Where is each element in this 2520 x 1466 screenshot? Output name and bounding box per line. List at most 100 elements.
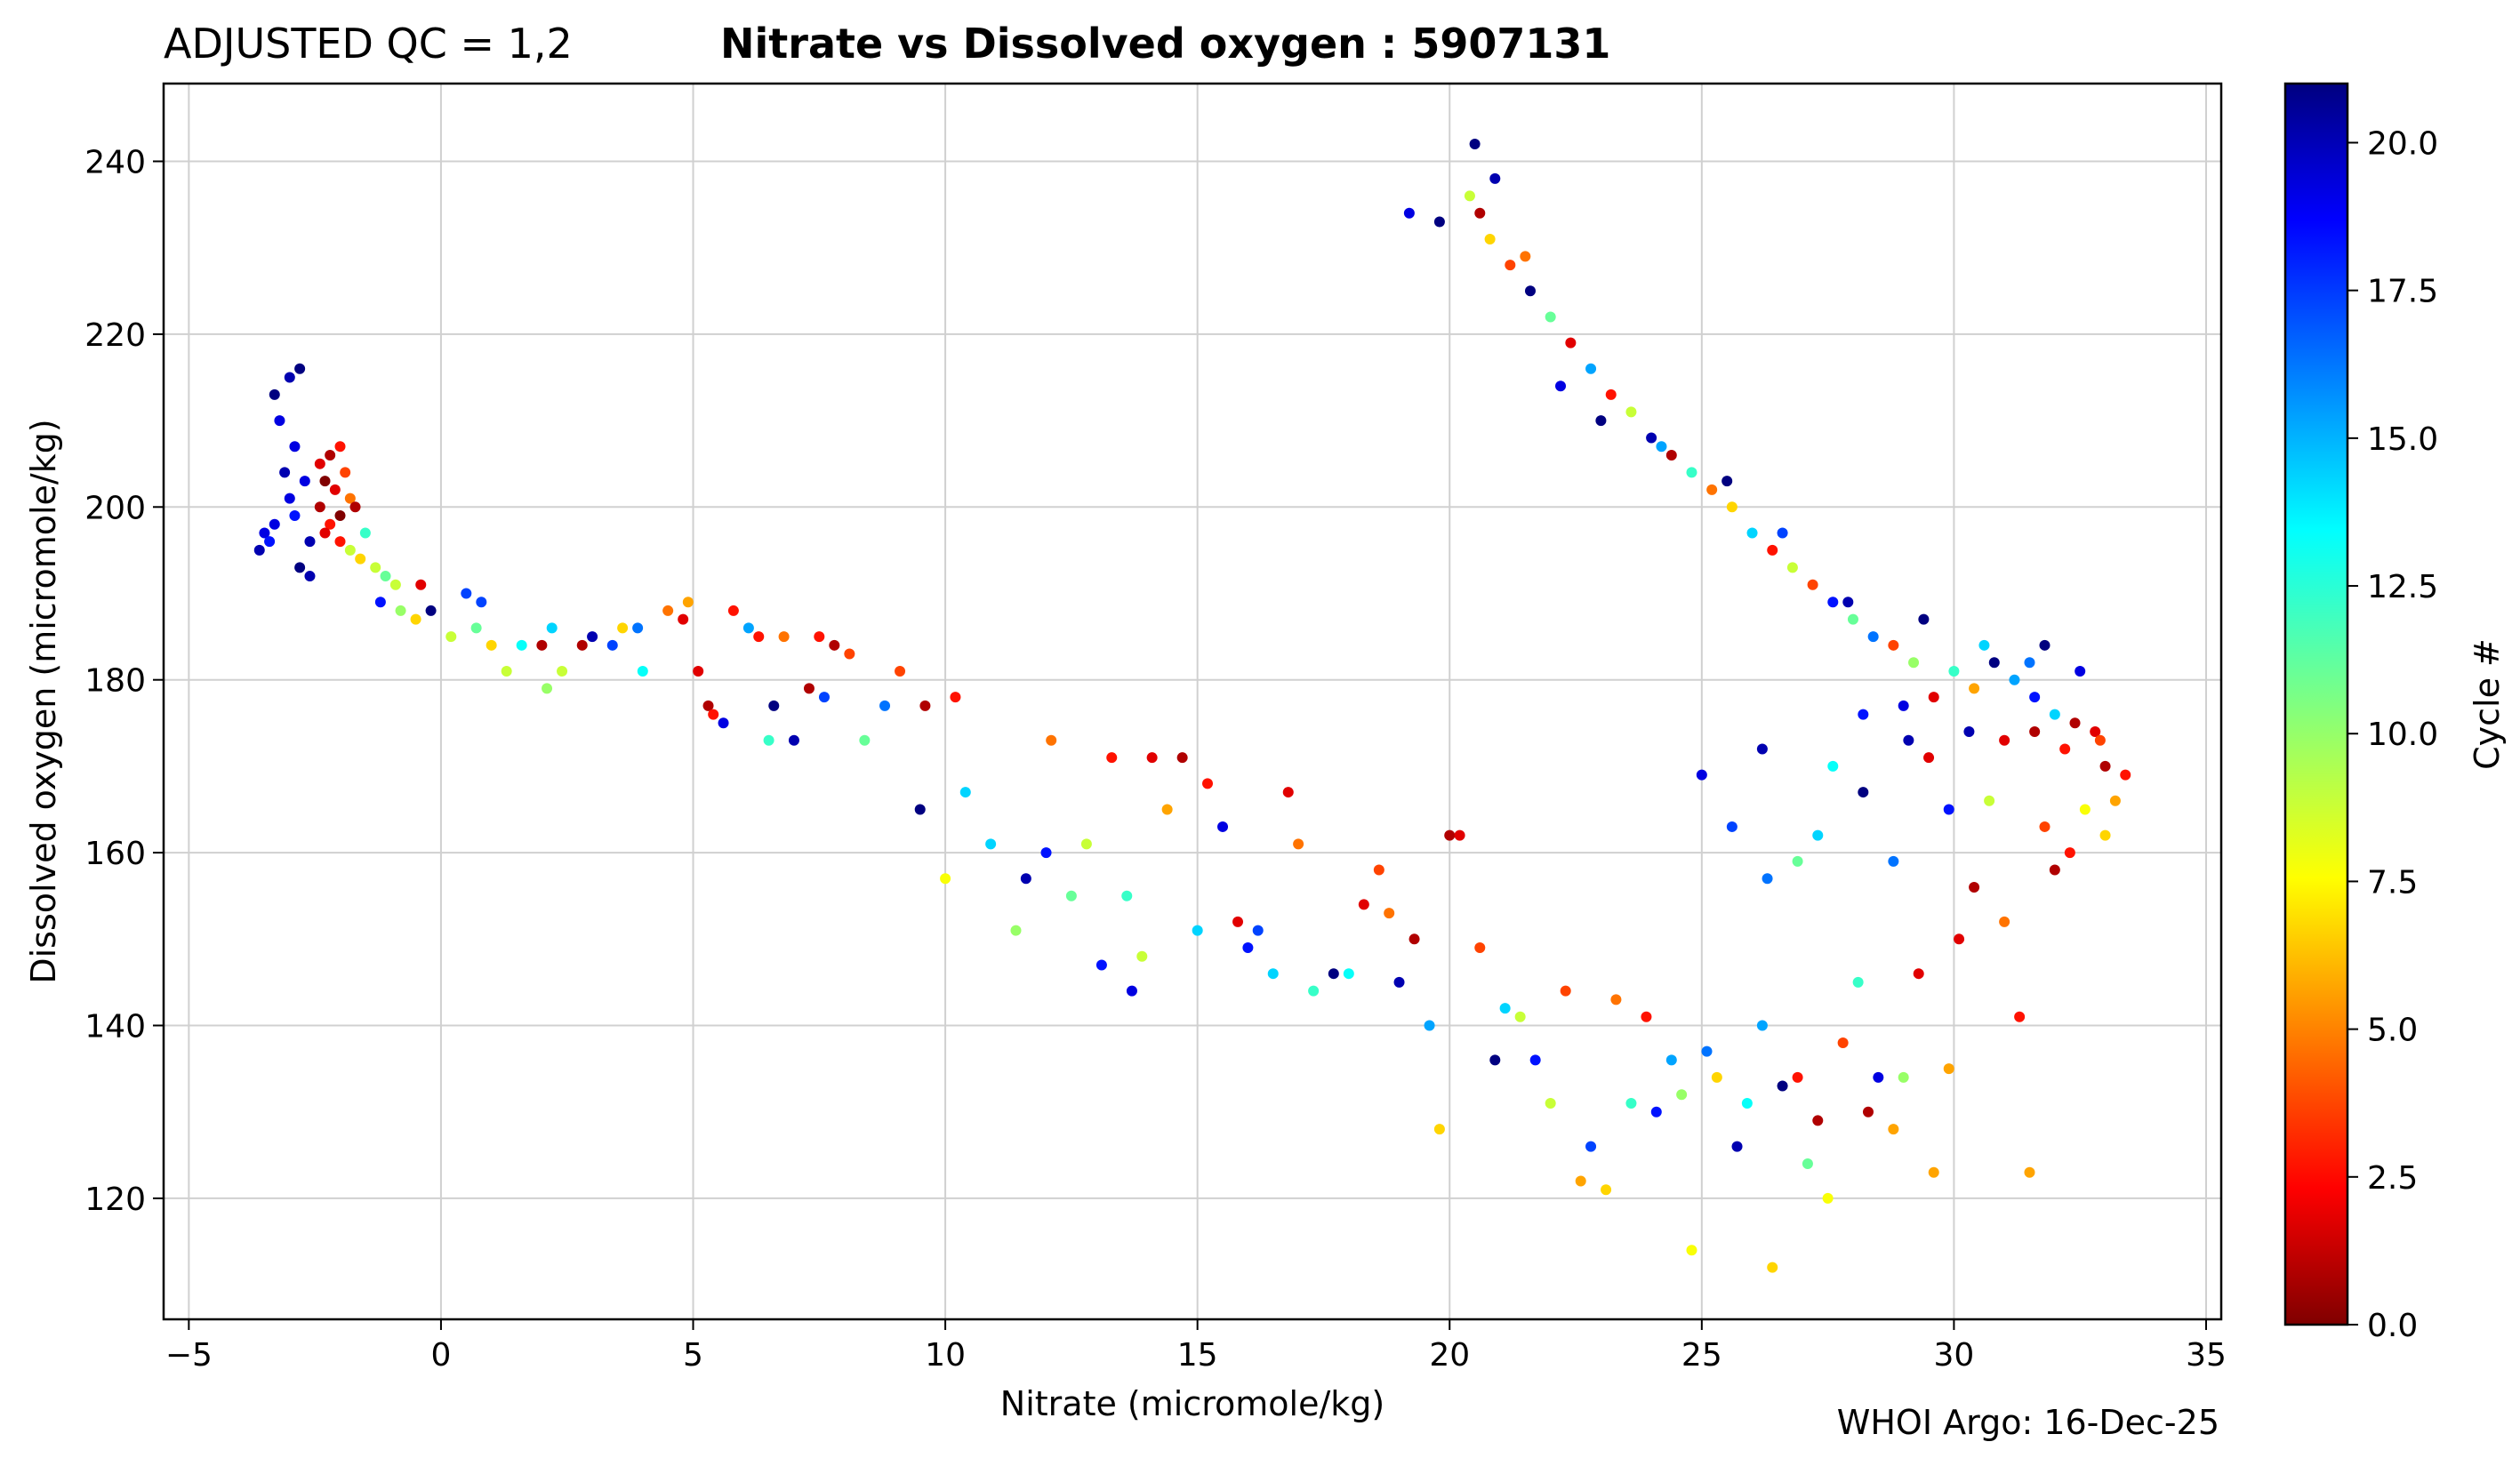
data-point	[2014, 1011, 2026, 1022]
y-tick-label: 240	[84, 144, 146, 180]
colorbar-tick-label: 5.0	[2367, 1013, 2418, 1049]
data-point	[803, 683, 815, 694]
data-point	[940, 873, 951, 885]
data-point	[950, 692, 961, 703]
data-point	[1433, 216, 1445, 228]
data-point	[1767, 544, 1778, 556]
data-point	[1505, 260, 1516, 271]
colorbar-tick-label: 0.0	[2367, 1308, 2418, 1344]
colorbar-tick-label: 20.0	[2367, 125, 2438, 162]
data-point	[1384, 908, 1395, 919]
data-point	[1807, 579, 1818, 590]
data-point	[2009, 674, 2020, 685]
data-point	[557, 665, 568, 677]
data-point	[2049, 864, 2060, 876]
data-point	[334, 510, 346, 522]
data-point	[319, 527, 331, 539]
data-point	[1928, 692, 1939, 703]
data-point	[2079, 804, 2091, 815]
y-tick-label: 220	[84, 317, 146, 354]
colorbar-tick-label: 7.5	[2367, 864, 2418, 901]
data-point	[1676, 1089, 1688, 1101]
data-point	[2029, 692, 2041, 703]
data-point	[1040, 847, 1052, 859]
data-point	[546, 622, 558, 634]
data-point	[325, 449, 336, 461]
data-point	[516, 639, 527, 651]
data-point	[344, 544, 356, 556]
data-point	[259, 527, 270, 539]
data-point	[319, 476, 331, 487]
data-point	[304, 571, 316, 582]
data-point	[576, 639, 588, 651]
data-point	[1999, 916, 2010, 927]
data-point	[1610, 994, 1622, 1005]
data-point	[1948, 665, 1960, 677]
data-point	[1721, 476, 1733, 487]
data-point	[1903, 734, 1914, 746]
data-point	[304, 536, 316, 548]
data-point	[1792, 1071, 1803, 1083]
data-point	[1686, 467, 1697, 478]
data-point	[253, 544, 265, 556]
data-point	[542, 683, 553, 694]
data-point	[1954, 933, 1965, 945]
data-point	[1646, 432, 1657, 444]
data-point	[2024, 1166, 2035, 1178]
data-point	[753, 631, 765, 643]
colorbar-tick-label: 12.5	[2367, 569, 2438, 605]
data-point	[1252, 925, 1264, 936]
data-point	[269, 389, 280, 400]
data-point	[2069, 717, 2081, 729]
data-point	[1065, 890, 1077, 901]
colorbar-tick-label: 2.5	[2367, 1160, 2418, 1197]
x-tick-label: 10	[925, 1337, 966, 1374]
data-point	[788, 734, 799, 746]
data-point	[1908, 657, 1920, 669]
data-point	[702, 700, 714, 711]
data-point	[1969, 881, 1980, 893]
data-point	[1888, 639, 1899, 651]
data-point	[1454, 829, 1465, 841]
data-point	[289, 510, 301, 522]
x-tick-label: 35	[2186, 1337, 2227, 1374]
data-point	[2120, 769, 2131, 781]
data-point	[1641, 1011, 1652, 1022]
data-point	[1767, 1262, 1778, 1273]
data-point	[1126, 985, 1137, 997]
data-point	[1852, 976, 1864, 988]
data-point	[1656, 441, 1667, 453]
data-point	[1665, 1054, 1677, 1066]
colorbar-label: Cycle #	[2468, 638, 2507, 770]
data-point	[1403, 207, 1415, 219]
x-tick-label: 0	[430, 1337, 451, 1374]
y-tick-label: 120	[84, 1182, 146, 1218]
data-point	[2075, 665, 2086, 677]
data-point	[355, 553, 366, 565]
data-point	[1741, 1097, 1753, 1109]
data-point	[1161, 804, 1173, 815]
y-tick-label: 200	[84, 490, 146, 526]
data-point	[1282, 787, 1294, 798]
data-point	[1545, 311, 1556, 323]
data-point	[1963, 726, 1975, 738]
data-point	[1393, 976, 1405, 988]
data-point	[289, 441, 301, 453]
data-point	[1786, 562, 1798, 573]
data-point	[340, 467, 351, 478]
data-point	[334, 536, 346, 548]
data-point	[2099, 829, 2111, 841]
data-point	[1358, 899, 1369, 910]
data-point	[344, 493, 356, 504]
data-point	[370, 562, 381, 573]
data-point	[1812, 1115, 1824, 1126]
data-point	[1555, 381, 1567, 392]
data-point	[1847, 613, 1858, 625]
data-point	[1898, 700, 1909, 711]
data-point	[662, 605, 674, 616]
data-point	[587, 631, 598, 643]
data-point	[1858, 787, 1869, 798]
data-point	[1827, 597, 1839, 608]
data-point	[1095, 959, 1107, 971]
data-point	[1595, 415, 1607, 427]
